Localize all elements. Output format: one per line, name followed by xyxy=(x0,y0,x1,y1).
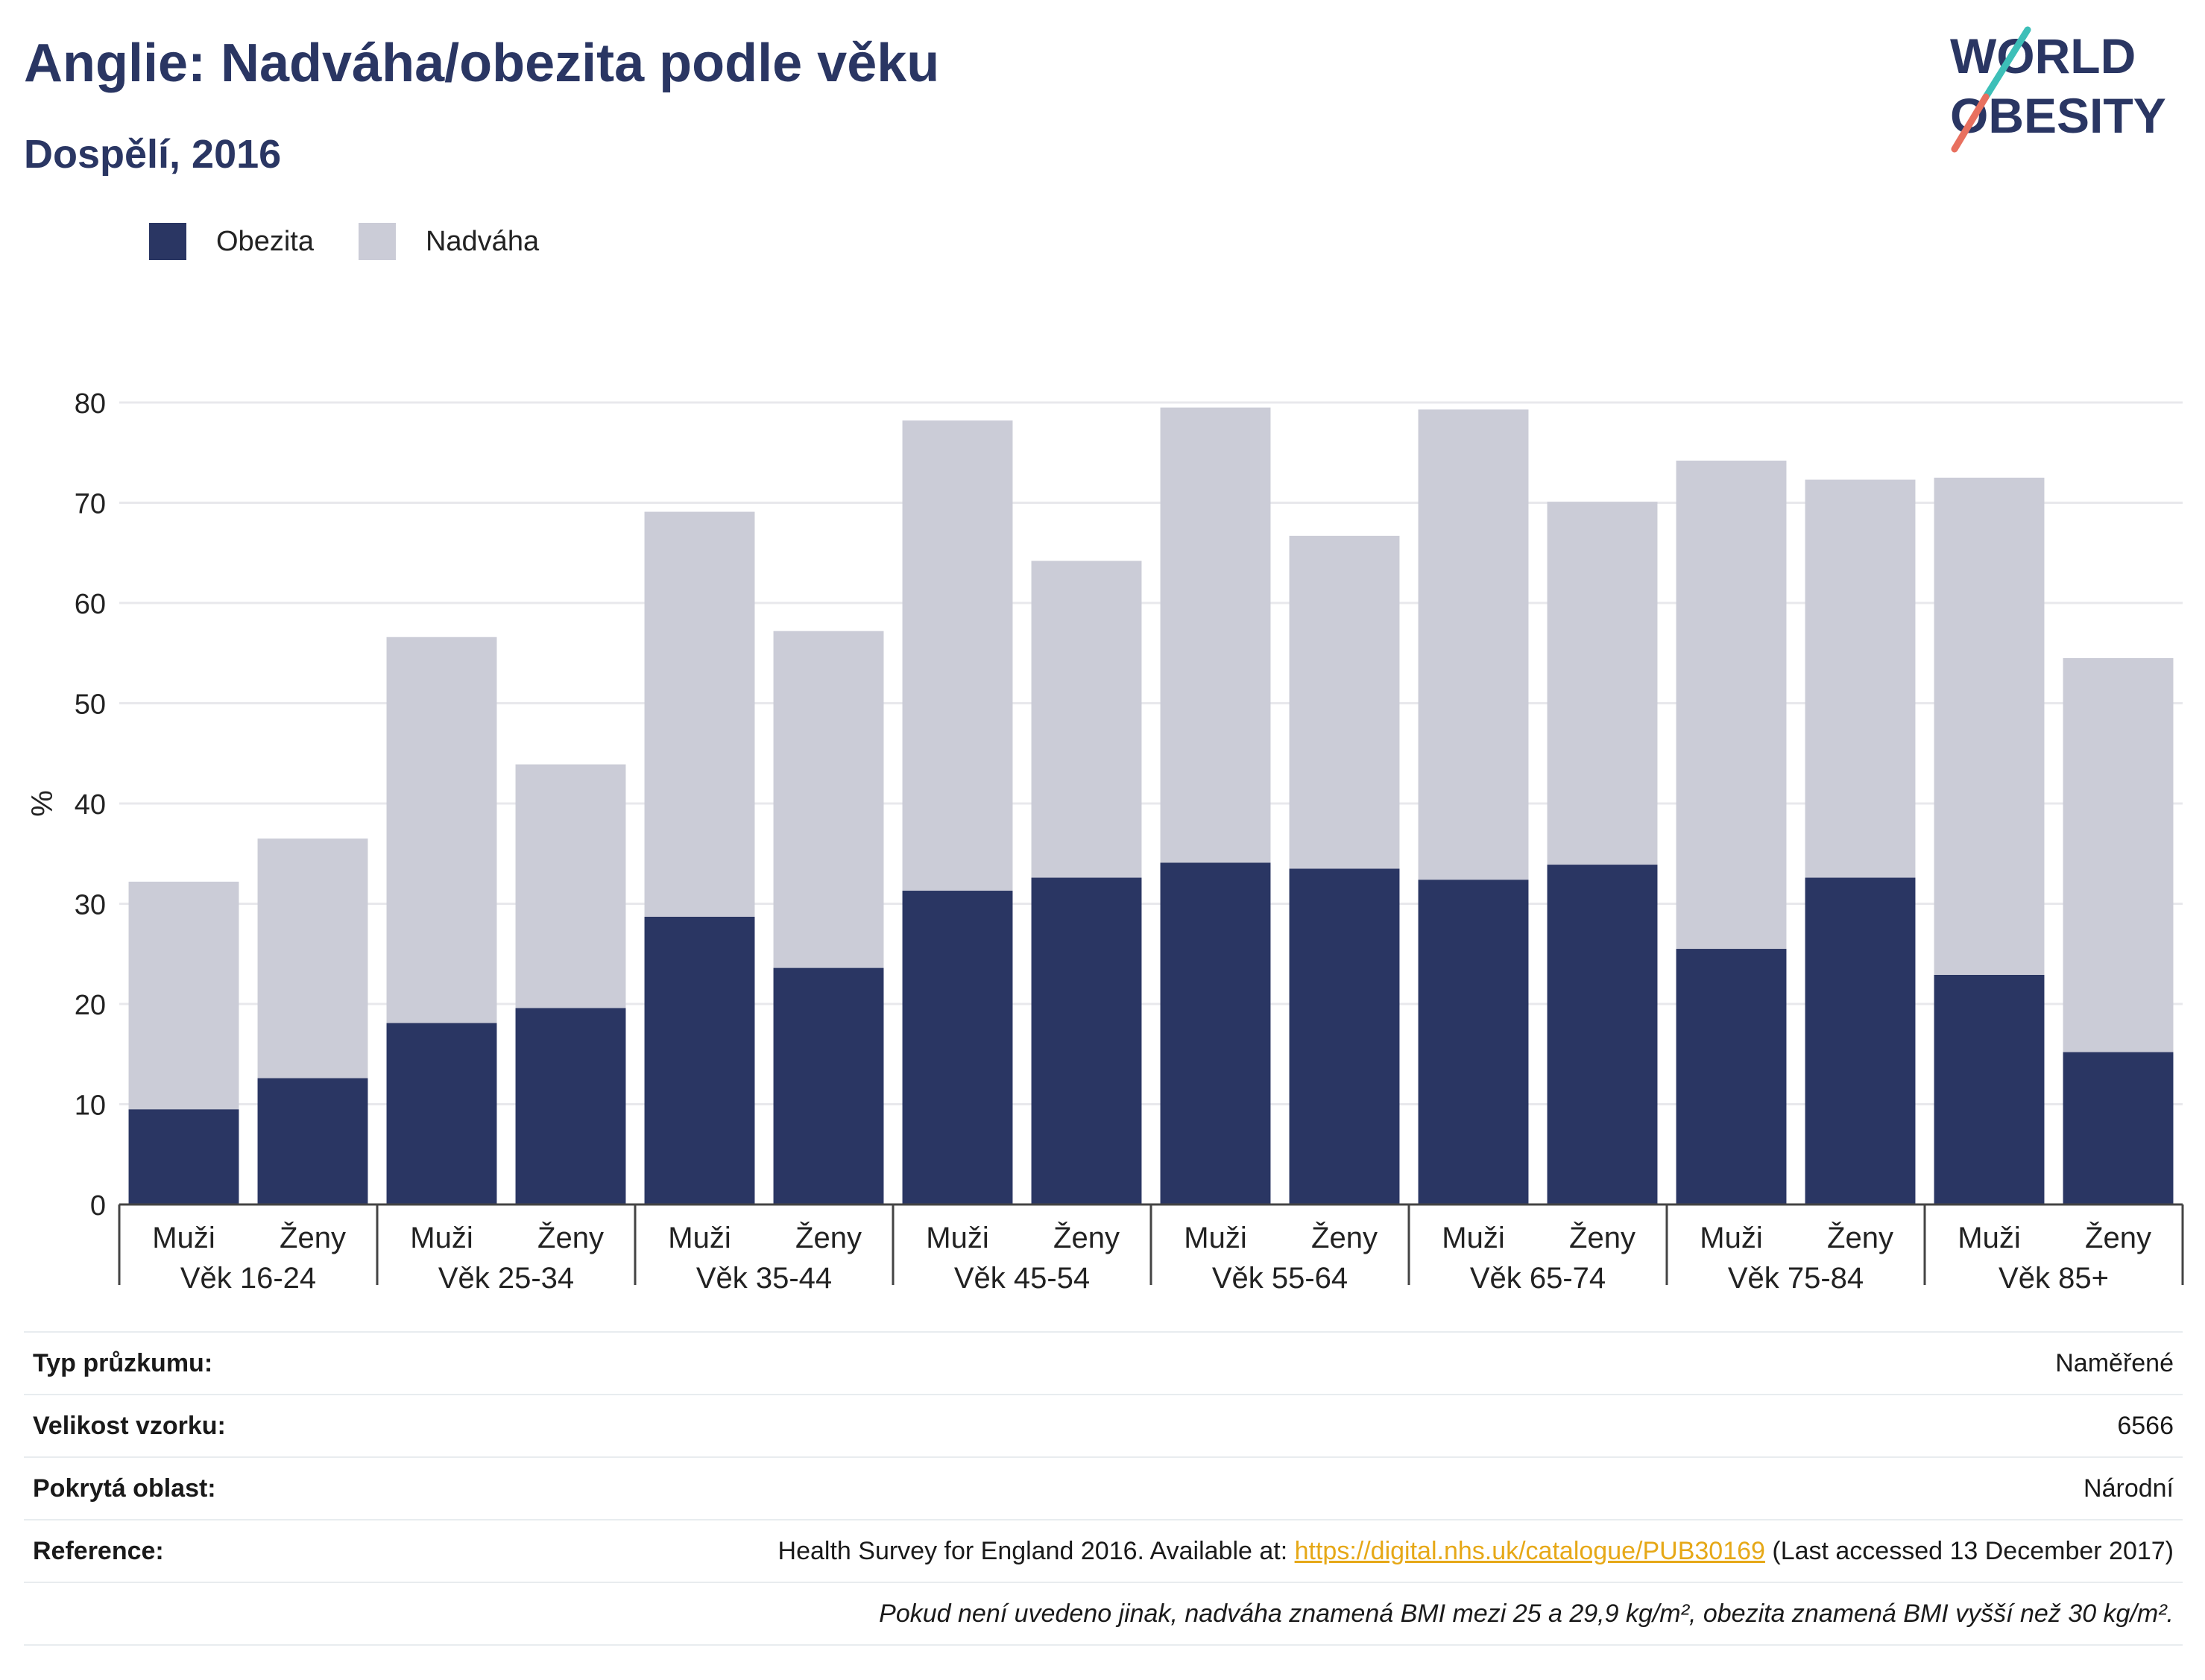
x-group-label: Věk 35-44 xyxy=(696,1262,832,1295)
legend-swatch-overweight xyxy=(358,223,396,260)
bar-overweight xyxy=(2063,657,2174,1052)
y-tick-label: 0 xyxy=(90,1190,106,1222)
y-tick-label: 10 xyxy=(75,1090,106,1122)
bar-overweight xyxy=(644,511,755,917)
sample-size-label: Velikost vzorku: xyxy=(24,1394,355,1457)
bar-overweight xyxy=(1676,461,1787,950)
y-axis-label: % xyxy=(26,790,59,817)
bar-obesity xyxy=(1289,868,1400,1204)
bar-overweight xyxy=(902,420,1013,891)
x-subcategory-label: Muži xyxy=(410,1222,473,1254)
bmi-definition-note: Pokud není uvedeno jinak, nadváha znamen… xyxy=(24,1582,2183,1646)
legend-label-obesity: Obezita xyxy=(216,225,314,257)
bar-obesity xyxy=(1160,862,1271,1204)
info-row-area: Pokrytá oblast: Národní xyxy=(24,1456,2183,1520)
x-group-label: Věk 85+ xyxy=(1999,1262,2109,1295)
x-subcategory-label: Muži xyxy=(1442,1222,1504,1254)
y-tick-label: 50 xyxy=(75,689,106,721)
logo-accent-bottom xyxy=(1951,93,1990,153)
x-subcategory-label: Muži xyxy=(926,1222,988,1254)
x-group-label: Věk 65-74 xyxy=(1470,1262,1606,1295)
info-row-sample-size: Velikost vzorku: 6566 xyxy=(24,1394,2183,1457)
bar-obesity xyxy=(1547,865,1658,1204)
x-group-label: Věk 55-64 xyxy=(1212,1262,1348,1295)
bar-obesity xyxy=(773,967,884,1204)
bar-obesity xyxy=(128,1109,239,1204)
x-subcategory-label: Ženy xyxy=(537,1221,604,1254)
bar-overweight xyxy=(128,881,239,1110)
x-group-label: Věk 75-84 xyxy=(1728,1262,1864,1295)
info-row-reference: Reference: Health Survey for England 201… xyxy=(24,1519,2183,1582)
x-group-label: Věk 25-34 xyxy=(438,1262,574,1295)
x-subcategory-label: Ženy xyxy=(795,1221,862,1254)
logo-accent-top xyxy=(1982,26,2031,101)
x-subcategory-label: Muži xyxy=(1184,1222,1246,1254)
reference-prefix: Health Survey for England 2016. Availabl… xyxy=(777,1536,1295,1565)
survey-info-table: Typ průzkumu: Naměřené Velikost vzorku: … xyxy=(24,1331,2183,1646)
survey-type-value: Naměřené xyxy=(355,1331,2183,1395)
bar-obesity xyxy=(902,891,1013,1204)
x-group-label: Věk 16-24 xyxy=(180,1262,316,1295)
x-subcategory-label: Muži xyxy=(1958,1222,2020,1254)
bar-overweight xyxy=(1160,407,1271,863)
bar-obesity xyxy=(386,1023,497,1204)
bar-overweight xyxy=(386,637,497,1023)
legend-label-overweight: Nadváha xyxy=(425,225,540,257)
y-tick-label: 40 xyxy=(75,789,106,821)
bar-obesity xyxy=(1676,949,1787,1204)
x-subcategory-label: Muži xyxy=(1700,1222,1762,1254)
bar-obesity xyxy=(515,1008,626,1204)
bar-obesity xyxy=(1418,880,1529,1204)
info-row-note: Pokud není uvedeno jinak, nadváha znamen… xyxy=(24,1582,2183,1646)
x-group-label: Věk 45-54 xyxy=(954,1262,1090,1295)
sample-size-value: 6566 xyxy=(355,1394,2183,1457)
bar-obesity xyxy=(1805,877,1916,1204)
legend-swatch-obesity xyxy=(149,223,186,260)
x-subcategory-label: Ženy xyxy=(2085,1221,2151,1254)
bar-obesity xyxy=(644,916,755,1204)
y-tick-label: 30 xyxy=(75,890,106,921)
area-value: Národní xyxy=(355,1456,2183,1520)
reference-label: Reference: xyxy=(24,1519,355,1582)
stacked-bar-chart: 0 10 20 30 40 50 60 70 80% Muži Ženy Muži Ženy Muži Že… xyxy=(26,388,2184,1295)
reference-link[interactable]: https://digital.nhs.uk/catalogue/PUB3016… xyxy=(1294,1536,1765,1565)
logo-line1: WORLD xyxy=(1950,28,2136,83)
y-tick-label: 60 xyxy=(75,589,106,620)
x-subcategory-label: Ženy xyxy=(1827,1221,1893,1254)
x-subcategory-label: Muži xyxy=(152,1222,215,1254)
bar-overweight xyxy=(1547,502,1658,865)
reference-suffix: (Last accessed 13 December 2017) xyxy=(1764,1536,2174,1565)
bar-overweight xyxy=(1289,535,1400,869)
x-subcategory-label: Ženy xyxy=(1053,1221,1120,1254)
bar-overweight xyxy=(1805,479,1916,878)
info-row-survey-type: Typ průzkumu: Naměřené xyxy=(24,1331,2183,1395)
bar-overweight xyxy=(1934,477,2045,975)
legend-item-obesity[interactable]: Obezita xyxy=(149,223,314,260)
legend-item-overweight[interactable]: Nadváha xyxy=(358,223,540,260)
page-subtitle: Dospělí, 2016 xyxy=(24,132,282,177)
survey-type-label: Typ průzkumu: xyxy=(24,1331,355,1395)
bar-overweight xyxy=(1418,409,1529,880)
bar-overweight xyxy=(1031,560,1142,878)
x-subcategory-label: Muži xyxy=(668,1222,731,1254)
bar-overweight xyxy=(257,839,368,1079)
bar-obesity xyxy=(1934,974,2045,1204)
y-tick-label: 70 xyxy=(75,489,106,520)
x-subcategory-label: Ženy xyxy=(280,1221,346,1254)
y-tick-label: 20 xyxy=(75,990,106,1021)
bar-obesity xyxy=(257,1078,368,1204)
reference-value: Health Survey for England 2016. Availabl… xyxy=(355,1519,2183,1582)
page-title: Anglie: Nadváha/obezita podle věku xyxy=(24,34,940,93)
y-tick-label: 80 xyxy=(75,388,106,420)
chart-legend: Obezita Nadváha xyxy=(149,221,584,262)
world-obesity-logo: WORLD OBESITY xyxy=(1950,26,2166,153)
bar-obesity xyxy=(1031,877,1142,1204)
x-subcategory-label: Ženy xyxy=(1569,1221,1635,1254)
bar-obesity xyxy=(2063,1052,2174,1204)
bar-overweight xyxy=(515,764,626,1008)
x-subcategory-label: Ženy xyxy=(1311,1221,1378,1254)
bar-overweight xyxy=(773,631,884,968)
area-label: Pokrytá oblast: xyxy=(24,1456,355,1520)
